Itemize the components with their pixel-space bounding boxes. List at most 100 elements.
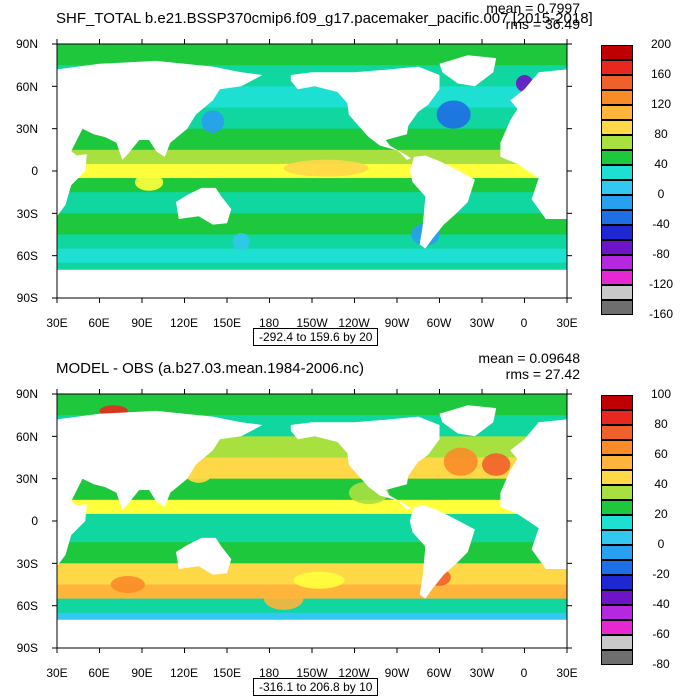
mean-stat: mean = 0.09648 <box>478 350 580 366</box>
colorbar-swatch <box>601 285 633 300</box>
colorbar-swatch <box>601 515 633 530</box>
colorbar-swatch <box>601 410 633 425</box>
ocean-band <box>57 149 567 165</box>
rms-stat: rms = 27.42 <box>505 366 580 382</box>
ocean-band <box>57 584 567 600</box>
colorbar-swatch <box>601 135 633 150</box>
lat-label: 30N <box>15 122 38 136</box>
colorbar-swatch <box>601 255 633 270</box>
ocean-band <box>57 262 567 271</box>
colorbar-swatch <box>601 650 633 665</box>
ocean-band <box>57 499 567 515</box>
lon-label: 60W <box>426 316 452 330</box>
anomaly-blob <box>482 453 511 476</box>
colorbar-swatch <box>601 150 633 165</box>
land-mask <box>57 410 263 567</box>
colorbar-label: -80 <box>652 247 670 261</box>
lon-label: 90E <box>131 316 153 330</box>
colorbar-label: -80 <box>652 657 670 671</box>
ocean-band <box>57 394 567 416</box>
lon-label: 120E <box>169 666 199 680</box>
map-plot-model-minus-obs <box>52 389 572 653</box>
anomaly-blob <box>201 110 225 133</box>
colorbar-swatch <box>601 500 633 515</box>
colorbar-swatch <box>601 180 633 195</box>
land-mask <box>409 155 475 249</box>
colorbar-swatch <box>601 530 633 545</box>
colorbar-label: -160 <box>648 307 674 321</box>
colorbar-swatch <box>601 165 633 180</box>
colorbar-label: -120 <box>648 277 674 291</box>
panel-model-minus-obs: MODEL - OBS (a.b27.03.mean.1984-2006.nc)… <box>0 350 700 700</box>
ocean-band <box>57 478 567 501</box>
ocean-band <box>57 178 567 193</box>
colorbar-swatch <box>601 195 633 210</box>
contour-range-label: -316.1 to 206.8 by 10 <box>253 678 379 696</box>
lon-label: 180 <box>258 666 280 680</box>
land-mask <box>57 269 567 298</box>
lon-label: 30E <box>46 316 68 330</box>
mean-stat: mean = 0.7997 <box>486 0 580 16</box>
land-mask <box>439 405 497 437</box>
colorbar-swatch <box>601 560 633 575</box>
lat-label: 90S <box>16 291 38 305</box>
lat-label: 60N <box>15 80 38 94</box>
lon-label: 60E <box>88 316 110 330</box>
lat-label: 0 <box>31 164 38 178</box>
colorbar-label: 60 <box>654 447 668 461</box>
colorbar-swatch <box>601 225 633 240</box>
anomaly-blob <box>293 571 345 589</box>
colorbar-label: 80 <box>654 127 668 141</box>
colorbar-label: 120 <box>650 97 672 111</box>
ocean-band <box>57 234 567 250</box>
map-plot-shf-total <box>52 39 572 303</box>
anomaly-blob <box>443 447 478 476</box>
plot-title: SHF_TOTAL b.e21.BSSP370cmip6.f09_g17.pac… <box>56 10 593 27</box>
land-mask <box>176 187 232 225</box>
lon-label: 30E <box>46 666 68 680</box>
lon-label: 150E <box>212 666 242 680</box>
anomaly-blob <box>436 100 471 129</box>
anomaly-blob <box>110 576 145 593</box>
lon-label: 90W <box>384 666 410 680</box>
land-mask <box>176 537 232 575</box>
colorbar-label: 160 <box>650 67 672 81</box>
ocean-band <box>57 213 567 235</box>
ocean-band <box>57 44 567 66</box>
anomaly-blob <box>263 587 304 610</box>
colorbar-swatch <box>601 470 633 485</box>
colorbar-swatch <box>601 545 633 560</box>
colorbar-swatch <box>601 105 633 120</box>
lat-label: 90N <box>15 387 38 401</box>
colorbar-swatch <box>601 90 633 105</box>
colorbar-swatch <box>601 425 633 440</box>
colorbar-label: -40 <box>652 597 670 611</box>
plot-title: MODEL - OBS (a.b27.03.mean.1984-2006.nc) <box>56 360 364 377</box>
land-mask <box>409 505 475 599</box>
lat-label: 90S <box>16 641 38 655</box>
rms-stat: rms = 36.49 <box>505 16 580 32</box>
lon-label: 0 <box>520 316 528 330</box>
lat-label: 60S <box>16 599 38 613</box>
colorbar-swatch <box>601 240 633 255</box>
colorbar-swatch <box>601 605 633 620</box>
ocean-band <box>57 528 567 543</box>
land-mask <box>290 416 440 510</box>
ocean-band <box>57 542 567 564</box>
lon-label: 150W <box>296 316 328 330</box>
lat-label: 30S <box>16 557 38 571</box>
anomaly-blob <box>232 233 250 251</box>
lon-label: 150E <box>212 316 242 330</box>
panel-shf-total: SHF_TOTAL b.e21.BSSP370cmip6.f09_g17.pac… <box>15 0 674 346</box>
lon-label: 150W <box>296 666 328 680</box>
colorbar-label: -20 <box>652 567 670 581</box>
anomaly-blob <box>283 159 369 177</box>
colorbar-swatch <box>601 440 633 455</box>
lon-label: 60W <box>426 666 452 680</box>
anomaly-blob <box>134 173 164 191</box>
colorbar-swatch <box>601 635 633 650</box>
colorbar-label: 40 <box>654 157 668 171</box>
lon-label: 60E <box>88 666 110 680</box>
lon-label: 120W <box>338 666 370 680</box>
ocean-band <box>57 513 567 529</box>
